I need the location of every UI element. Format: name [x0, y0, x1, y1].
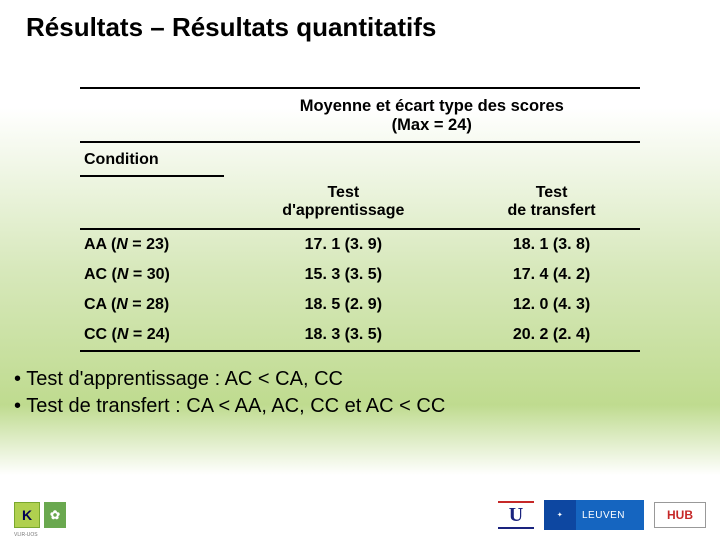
- cell-learning: 18. 5 (2. 9): [224, 290, 464, 320]
- logo-leuven: ✦LEUVEN: [544, 500, 644, 530]
- logo-hub: HUB: [654, 502, 706, 528]
- note-line: Test d'apprentissage : AC < CA, CC: [14, 366, 720, 393]
- table-super-header: Moyenne et écart type des scores (Max = …: [224, 88, 640, 142]
- logo-icon: U: [498, 501, 534, 529]
- cell-transfer: 18. 1 (3. 8): [463, 229, 640, 260]
- results-table: Moyenne et écart type des scores (Max = …: [80, 87, 640, 352]
- cell-transfer: 20. 2 (2. 4): [463, 320, 640, 351]
- note-line: Test de transfert : CA < AA, AC, CC et A…: [14, 393, 720, 420]
- cell-transfer: 17. 4 (4. 2): [463, 260, 640, 290]
- results-table-container: Moyenne et écart type des scores (Max = …: [80, 87, 640, 352]
- logo-icon: ✿: [44, 502, 66, 528]
- cell-learning: 18. 3 (3. 5): [224, 320, 464, 351]
- notes-list: Test d'apprentissage : AC < CA, CC Test …: [14, 366, 720, 420]
- cell-learning: 15. 3 (3. 5): [224, 260, 464, 290]
- row-condition: CA (N = 28): [80, 290, 224, 320]
- cell-learning: 17. 1 (3. 9): [224, 229, 464, 260]
- cell-transfer: 12. 0 (4. 3): [463, 290, 640, 320]
- condition-label: Condition: [80, 142, 224, 176]
- row-condition: CC (N = 24): [80, 320, 224, 351]
- footer-credit: VLIR-UOS: [14, 532, 38, 538]
- logo-icon: K: [14, 502, 40, 528]
- row-condition: AA (N = 23): [80, 229, 224, 260]
- row-condition: AC (N = 30): [80, 260, 224, 290]
- col-header-learning: Testd'apprentissage: [224, 176, 464, 229]
- footer: K ✿ U ✦LEUVEN HUB: [0, 494, 720, 540]
- col-header-transfer: Testde transfert: [463, 176, 640, 229]
- slide-title: Résultats – Résultats quantitatifs: [0, 0, 720, 43]
